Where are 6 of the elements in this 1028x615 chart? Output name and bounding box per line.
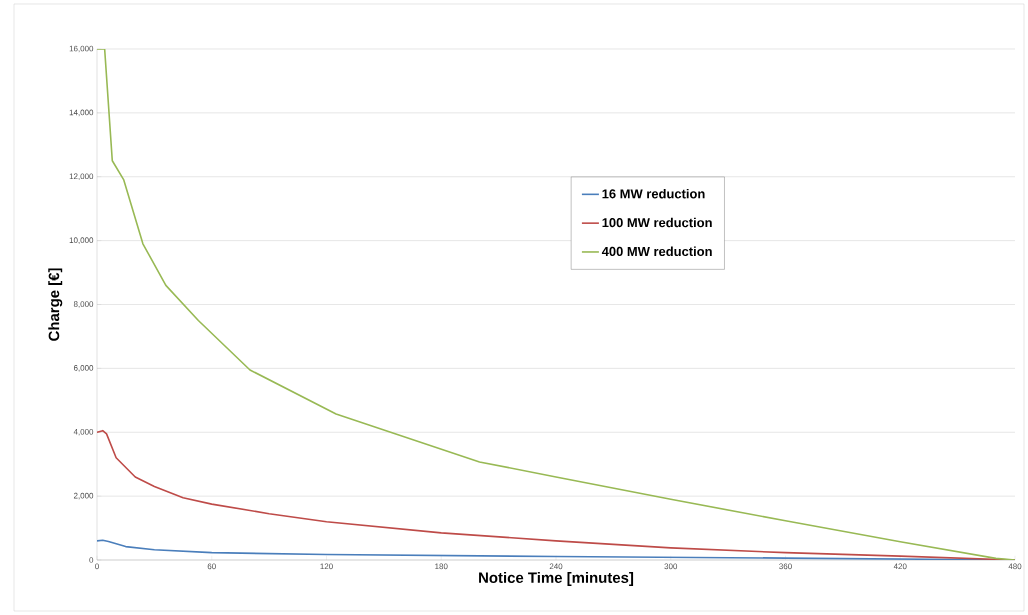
legend-label: 16 MW reduction <box>602 188 705 199</box>
line-series <box>97 49 1016 560</box>
legend-label: 100 MW reduction <box>602 217 712 228</box>
y-axis-title: Charge [€] <box>48 268 63 341</box>
x-axis-title: Notice Time [minutes] <box>479 572 634 586</box>
legend-label: 400 MW reduction <box>601 246 712 257</box>
